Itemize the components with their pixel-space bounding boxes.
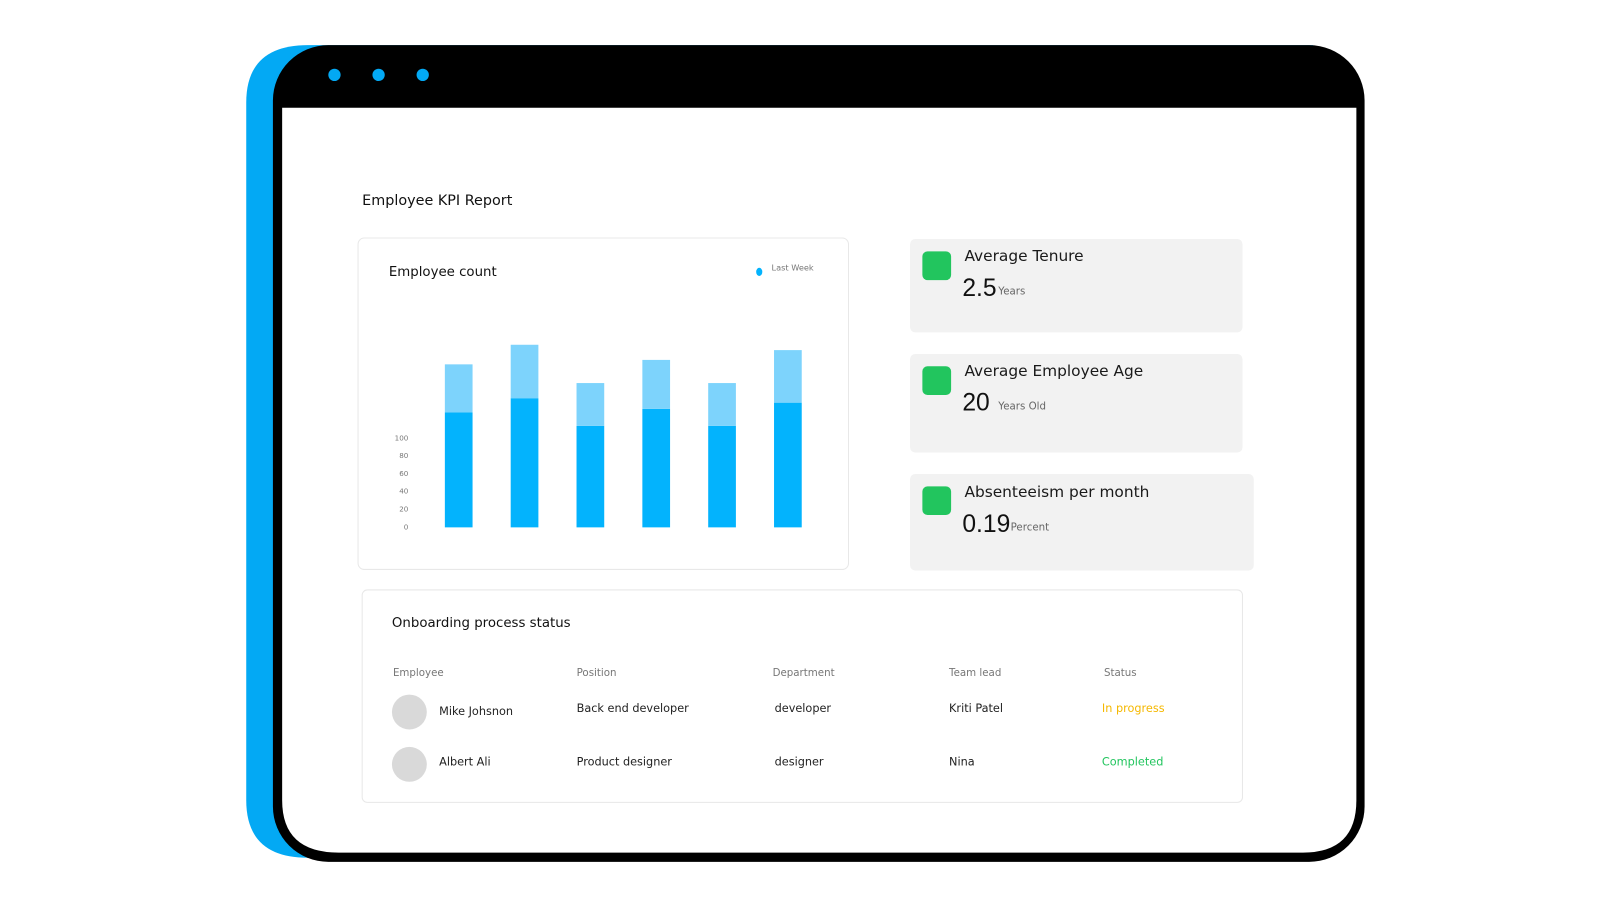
y-tick-label: 20 — [399, 505, 409, 514]
kpi-icon — [922, 486, 952, 516]
kpi-card — [910, 353, 1243, 453]
kpi-unit: Years — [997, 285, 1025, 297]
bar — [708, 425, 736, 528]
kpi-value: 20 — [962, 390, 989, 417]
bar — [576, 383, 605, 426]
cell: Back end developer — [577, 702, 690, 715]
status: In progress — [1102, 702, 1165, 715]
bar — [774, 402, 802, 528]
column-header: Position — [577, 667, 617, 679]
table-card — [361, 589, 1243, 803]
cell: developer — [775, 702, 832, 715]
bar — [510, 344, 539, 399]
kpi-unit: Percent — [1011, 521, 1050, 533]
kpi-card — [910, 239, 1243, 333]
y-tick-label: 80 — [399, 451, 409, 460]
cell: Kriti Patel — [949, 702, 1003, 715]
y-tick-label: 0 — [404, 522, 409, 531]
page-title: Employee KPI Report — [362, 193, 513, 209]
bar — [444, 412, 473, 528]
y-tick-label: 100 — [395, 433, 409, 442]
avatar — [391, 746, 427, 782]
bar — [510, 398, 539, 528]
column-header: Department — [773, 667, 835, 679]
kpi-value: 2.5 — [962, 275, 996, 302]
cell: designer — [775, 755, 824, 768]
window-dot[interactable] — [328, 68, 341, 82]
window: Employee KPI Report Employee count Avera… — [246, 45, 1365, 862]
column-header: Employee — [393, 667, 444, 679]
table-title: Onboarding process status — [392, 616, 571, 631]
kpi-icon — [922, 366, 952, 396]
legend-label: Last Week — [772, 262, 814, 272]
cell: Mike Johsnon — [439, 705, 513, 718]
kpi-icon — [922, 251, 952, 281]
column-header: Team lead — [948, 667, 1001, 679]
avatar — [391, 694, 427, 730]
cell: Nina — [949, 755, 975, 768]
y-tick-label: 40 — [399, 487, 409, 496]
kpi-title: Average Tenure — [964, 247, 1083, 265]
window-dot[interactable] — [372, 68, 385, 82]
kpi-title: Average Employee Age — [964, 362, 1143, 380]
cell: Product designer — [577, 755, 673, 768]
kpi-title: Absenteeism per month — [964, 483, 1149, 501]
bar — [708, 383, 736, 426]
bar — [444, 364, 473, 413]
bar — [576, 425, 605, 528]
legend-marker — [756, 267, 763, 276]
kpi-unit: Years Old — [997, 400, 1046, 412]
column-header: Status — [1104, 667, 1137, 679]
cell: Albert Ali — [439, 755, 491, 768]
chart-title: Employee count — [389, 265, 497, 280]
kpi-value: 0.19 — [962, 511, 1010, 538]
bar — [642, 408, 671, 528]
window-dot[interactable] — [416, 68, 429, 82]
bar — [642, 359, 671, 409]
y-tick-label: 60 — [399, 469, 409, 478]
bar — [774, 350, 802, 403]
kpi-card — [910, 474, 1254, 571]
status: Completed — [1102, 755, 1163, 768]
